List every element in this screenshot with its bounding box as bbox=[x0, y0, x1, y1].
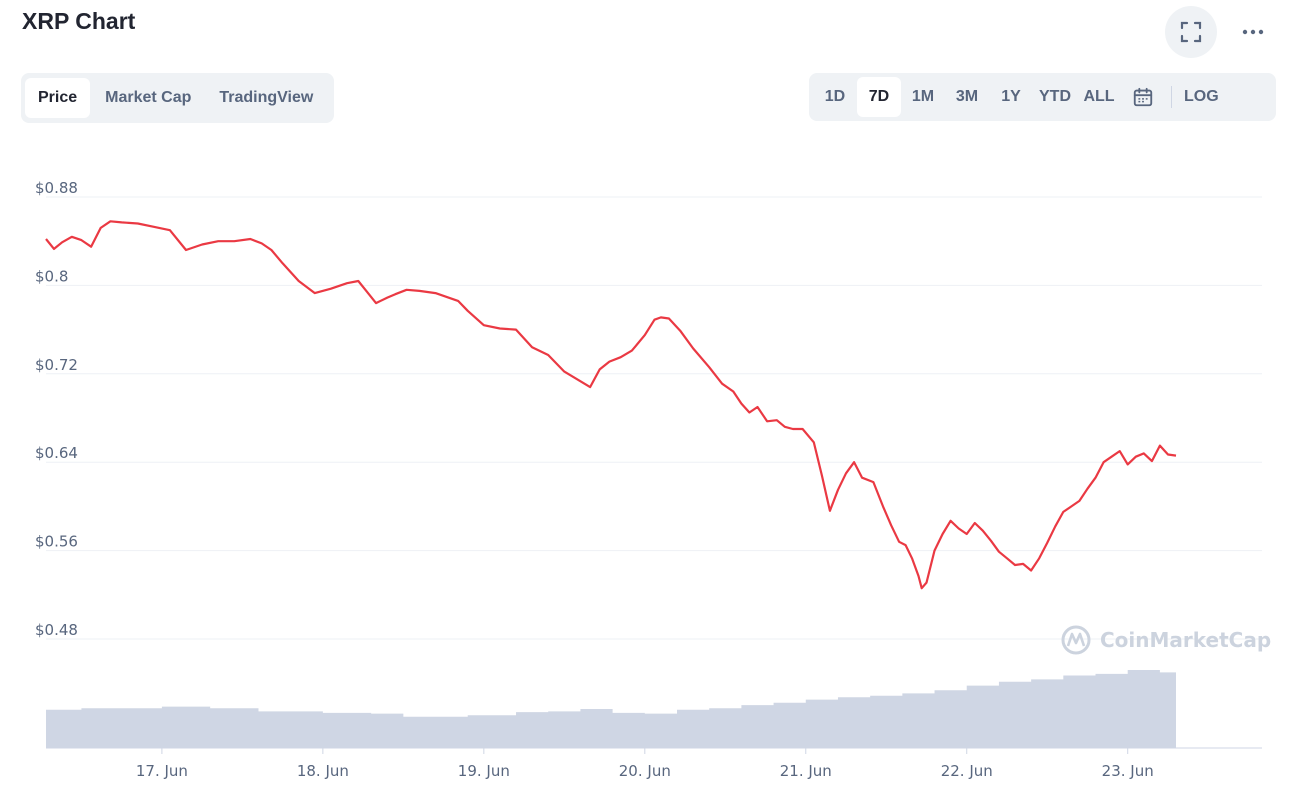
range-7d-button[interactable]: 7D bbox=[857, 77, 901, 117]
tab-market-cap[interactable]: Market Cap bbox=[105, 89, 192, 106]
range-3m-button[interactable]: 3M bbox=[955, 88, 979, 105]
range-1d-button[interactable]: 1D bbox=[824, 88, 846, 105]
x-axis-ticks: 17. Jun 18. Jun 19. Jun 20. Jun 21. Jun 22. J… bbox=[136, 748, 1154, 780]
y-tick-label: $0.8 bbox=[35, 267, 68, 285]
y-tick-label: $0.48 bbox=[35, 621, 78, 639]
y-tick-label: $0.56 bbox=[35, 533, 78, 551]
calendar-icon bbox=[1133, 87, 1153, 107]
x-tick-label: 20. Jun bbox=[619, 762, 671, 780]
volume-area bbox=[46, 670, 1262, 749]
volume-bars bbox=[46, 670, 1176, 748]
x-tick-label: 19. Jun bbox=[458, 762, 510, 780]
x-tick-label: 18. Jun bbox=[297, 762, 349, 780]
coinmarketcap-logo bbox=[1061, 625, 1091, 655]
x-tick-label: 21. Jun bbox=[780, 762, 832, 780]
tab-tradingview[interactable]: TradingView bbox=[219, 89, 314, 106]
chart-type-tabs: Price Market Cap TradingView bbox=[21, 73, 334, 123]
range-selector: 1D 7D 1M 3M 1Y YTD ALL LOG bbox=[809, 73, 1276, 121]
range-1y-button[interactable]: 1Y bbox=[1001, 88, 1021, 105]
log-scale-button[interactable]: LOG bbox=[1184, 88, 1219, 105]
grid-lines bbox=[46, 196, 1262, 640]
range-all-button[interactable]: ALL bbox=[1083, 88, 1115, 105]
price-line bbox=[45, 220, 1177, 590]
top-actions bbox=[1165, 6, 1279, 58]
fullscreen-icon bbox=[1180, 21, 1202, 43]
calendar-button[interactable] bbox=[1121, 77, 1165, 117]
watermark: CoinMarketCap bbox=[1061, 625, 1271, 655]
x-tick-label: 22. Jun bbox=[941, 762, 993, 780]
y-tick-label: $0.64 bbox=[35, 444, 78, 462]
price-line-layer bbox=[45, 220, 1177, 590]
range-ytd-button[interactable]: YTD bbox=[1039, 88, 1071, 105]
y-tick-label: $0.72 bbox=[35, 356, 78, 374]
range-divider bbox=[1171, 86, 1172, 108]
tab-price[interactable]: Price bbox=[25, 78, 91, 118]
y-axis-ticks: $0.88 $0.8 $0.72 $0.64 $0.56 $0.48 bbox=[35, 179, 78, 639]
y-tick-label: $0.88 bbox=[35, 179, 78, 197]
page-title: XRP Chart bbox=[22, 8, 136, 34]
range-1m-button[interactable]: 1M bbox=[911, 88, 935, 105]
x-tick-label: 23. Jun bbox=[1102, 762, 1154, 780]
more-button[interactable] bbox=[1227, 6, 1279, 58]
fullscreen-button[interactable] bbox=[1165, 6, 1217, 58]
more-icon bbox=[1242, 29, 1264, 35]
x-tick-label: 17. Jun bbox=[136, 762, 188, 780]
watermark-text: CoinMarketCap bbox=[1100, 628, 1271, 652]
